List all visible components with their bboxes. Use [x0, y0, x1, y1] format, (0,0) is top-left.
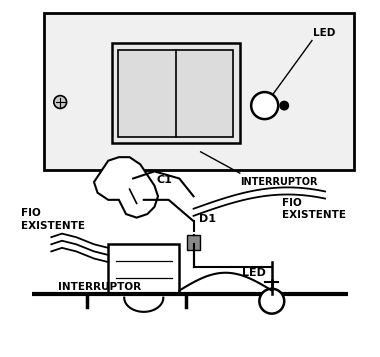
Text: INTERRUPTOR: INTERRUPTOR: [59, 282, 141, 292]
Circle shape: [259, 289, 284, 314]
Circle shape: [280, 101, 288, 110]
Text: FIO
EXISTENTE: FIO EXISTENTE: [21, 208, 85, 231]
Text: C1: C1: [156, 175, 172, 185]
Polygon shape: [118, 50, 233, 136]
Text: INTERRUPTOR: INTERRUPTOR: [240, 177, 317, 187]
Polygon shape: [187, 235, 200, 250]
Text: LED: LED: [242, 268, 266, 278]
Polygon shape: [44, 13, 353, 170]
Text: LED: LED: [313, 28, 335, 38]
Polygon shape: [108, 244, 179, 294]
Circle shape: [54, 96, 66, 109]
Polygon shape: [112, 43, 240, 143]
Circle shape: [251, 92, 278, 119]
Polygon shape: [94, 157, 158, 218]
Text: D1: D1: [199, 215, 216, 225]
Text: FIO
EXISTENTE: FIO EXISTENTE: [282, 197, 347, 220]
